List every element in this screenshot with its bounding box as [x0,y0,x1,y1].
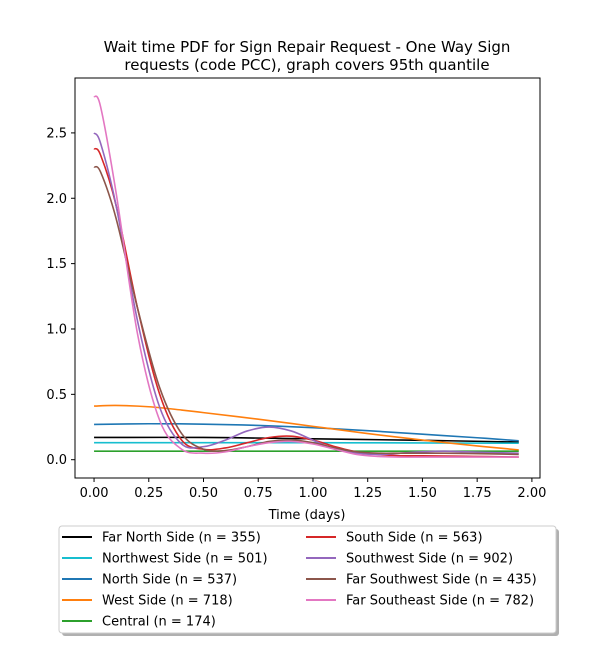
series-line-9 [93,95,519,458]
y-tick-label: 1.0 [46,322,67,337]
x-tick-label: 0.50 [189,486,218,501]
x-tick-label: 0.00 [80,486,109,501]
x-tick-label: 1.25 [353,486,382,501]
y-tick-label: 1.5 [46,257,67,272]
series-line-8 [93,165,519,456]
x-tick-label: 0.75 [244,486,273,501]
x-tick-label: 1.75 [463,486,492,501]
legend-label: North Side (n = 537) [102,573,237,588]
x-axis-label: Time (days) [268,508,346,523]
y-tick-label: 2.5 [46,126,67,141]
y-tick-label: 0.0 [46,453,67,468]
series-line-6 [93,147,519,458]
legend-entries: Far North Side (n = 355) Northwest Side (… [62,531,537,630]
legend-label: Northwest Side (n = 501) [102,552,268,567]
chart-title-line-2: requests (code PCC), graph covers 95th q… [124,56,489,74]
legend-label: South Side (n = 563) [346,531,483,546]
series-line-4 [94,404,519,451]
x-tick-label: 1.50 [408,486,437,501]
plot-frame [74,77,541,479]
legend-label: Far North Side (n = 355) [102,531,261,546]
legend-label: Southwest Side (n = 902) [346,552,513,567]
chart-title-line-1: Wait time PDF for Sign Repair Request - … [104,38,511,56]
x-tick-label: 1.00 [298,486,327,501]
x-tick-label: 0.25 [134,486,163,501]
legend-label: Far Southwest Side (n = 435) [346,573,537,588]
y-tick-label: 0.5 [46,388,67,403]
x-tick-label: 2.00 [517,486,546,501]
legend: Far North Side (n = 355) Northwest Side (… [58,525,559,636]
y-axis: 0.0 0.5 1.0 1.5 2.0 2.5 [46,126,75,468]
legend-label: Central (n = 174) [102,615,216,630]
legend-label: Far Southeast Side (n = 782) [346,594,534,609]
series-line-7 [93,132,519,456]
y-tick-label: 2.0 [46,192,67,207]
series-layer [93,95,519,458]
x-axis: 0.00 0.25 0.50 0.75 1.00 1.25 1.50 1.75 2.00 [80,478,546,501]
series-line-1 [94,436,519,443]
legend-label: West Side (n = 718) [102,594,233,609]
series-line-3 [94,422,519,442]
